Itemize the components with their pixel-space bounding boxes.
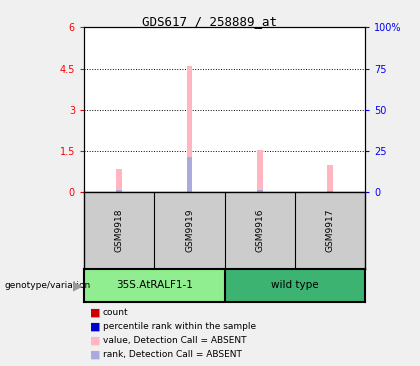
Text: percentile rank within the sample: percentile rank within the sample xyxy=(103,322,256,331)
Text: ▶: ▶ xyxy=(73,279,82,292)
Text: ■: ■ xyxy=(90,322,101,332)
Text: ■: ■ xyxy=(90,350,101,360)
Bar xyxy=(225,269,365,302)
Text: GSM9918: GSM9918 xyxy=(115,209,123,252)
Bar xyxy=(116,169,122,192)
Bar xyxy=(187,66,192,192)
Text: ■: ■ xyxy=(90,308,101,318)
Text: GSM9917: GSM9917 xyxy=(326,209,335,252)
Text: wild type: wild type xyxy=(271,280,319,291)
Text: GDS617 / 258889_at: GDS617 / 258889_at xyxy=(142,15,278,28)
Bar xyxy=(328,191,333,192)
Text: 35S.AtRALF1-1: 35S.AtRALF1-1 xyxy=(116,280,193,291)
Text: rank, Detection Call = ABSENT: rank, Detection Call = ABSENT xyxy=(103,350,242,359)
Text: GSM9916: GSM9916 xyxy=(255,209,264,252)
Bar xyxy=(257,150,262,192)
Text: count: count xyxy=(103,309,129,317)
Bar xyxy=(328,165,333,192)
Bar xyxy=(84,269,225,302)
Text: ■: ■ xyxy=(90,336,101,346)
Text: GSM9919: GSM9919 xyxy=(185,209,194,252)
Bar xyxy=(187,157,192,192)
Bar xyxy=(257,190,262,192)
Bar xyxy=(116,190,122,192)
Text: value, Detection Call = ABSENT: value, Detection Call = ABSENT xyxy=(103,336,247,345)
Text: genotype/variation: genotype/variation xyxy=(4,281,90,290)
